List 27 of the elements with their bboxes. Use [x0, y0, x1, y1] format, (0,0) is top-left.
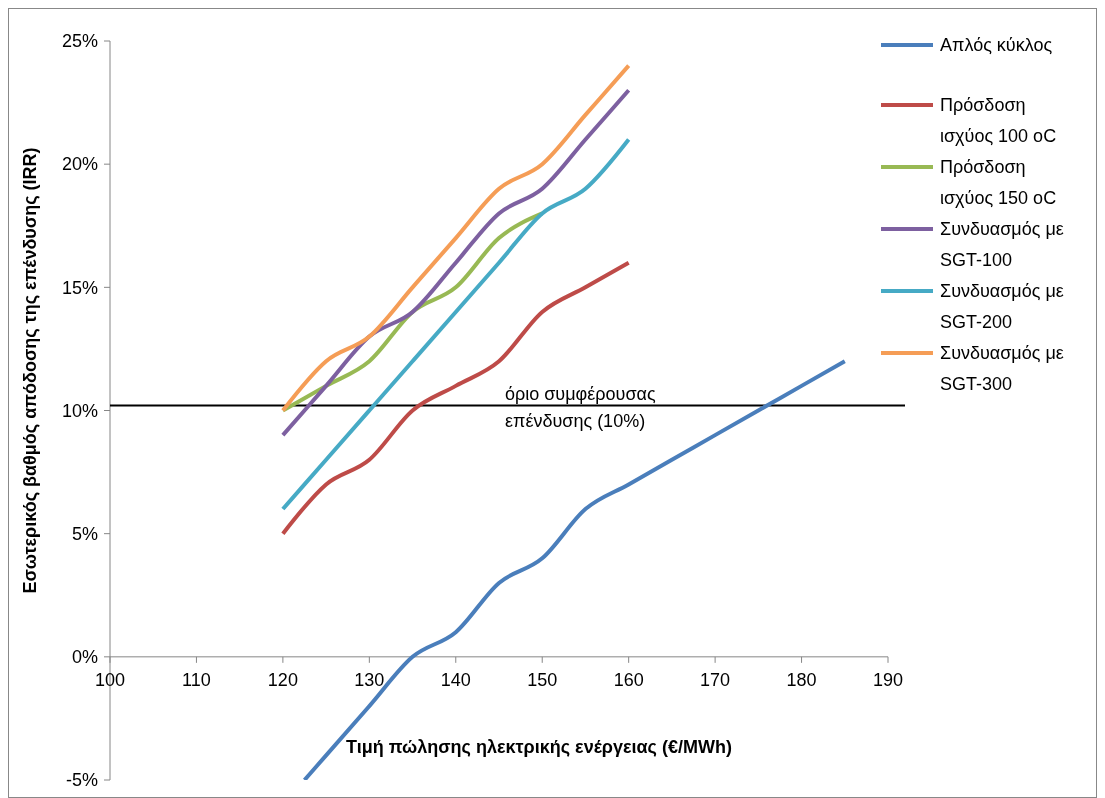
x-tick-label: 150 — [527, 669, 558, 690]
x-tick-label: 190 — [872, 669, 904, 690]
x-tick-label: 110 — [182, 669, 211, 690]
legend-label: Συνδυασμός με SGT-200 — [940, 281, 1064, 332]
legend-label: Απλός κύκλος — [940, 35, 1053, 55]
legend-label: Συνδυασμός με SGT-100 — [940, 219, 1064, 270]
y-tick-label: 5% — [71, 523, 98, 544]
y-tick-label: -5% — [65, 770, 98, 791]
y-tick-label: 0% — [71, 647, 98, 668]
y-tick-label: 20% — [61, 154, 98, 175]
x-tick-label: 130 — [354, 669, 385, 690]
x-tick-label: 140 — [440, 669, 471, 690]
legend-label: Συνδυασμός με SGT-300 — [940, 343, 1064, 394]
x-tick-label: 120 — [267, 669, 298, 690]
y-tick-label: 25% — [61, 31, 98, 52]
x-tick-label: 100 — [94, 669, 126, 690]
y-tick-label: 10% — [61, 400, 98, 421]
x-tick-label: 180 — [786, 669, 817, 690]
y-tick-label: 15% — [61, 277, 98, 298]
line-series — [302, 359, 847, 780]
x-tick-label: 170 — [700, 669, 731, 690]
ref-line-label: όριο συμφέρουσας επένδυσης (10%) — [505, 383, 656, 431]
legend-label: Πρόσδοση ισχύος 150 oC — [940, 157, 1057, 208]
legend-label: Πρόσδοση ισχύος 100 oC — [940, 95, 1057, 146]
y-axis-title: Εσωτερικός βαθμός απόδοσης της επένδυσης (IRR) — [20, 147, 40, 594]
x-axis-title: Τιμή πώλησης ηλεκτρικής ενέργειας (€/MWh) — [346, 737, 732, 757]
x-tick-label: 160 — [613, 669, 644, 690]
